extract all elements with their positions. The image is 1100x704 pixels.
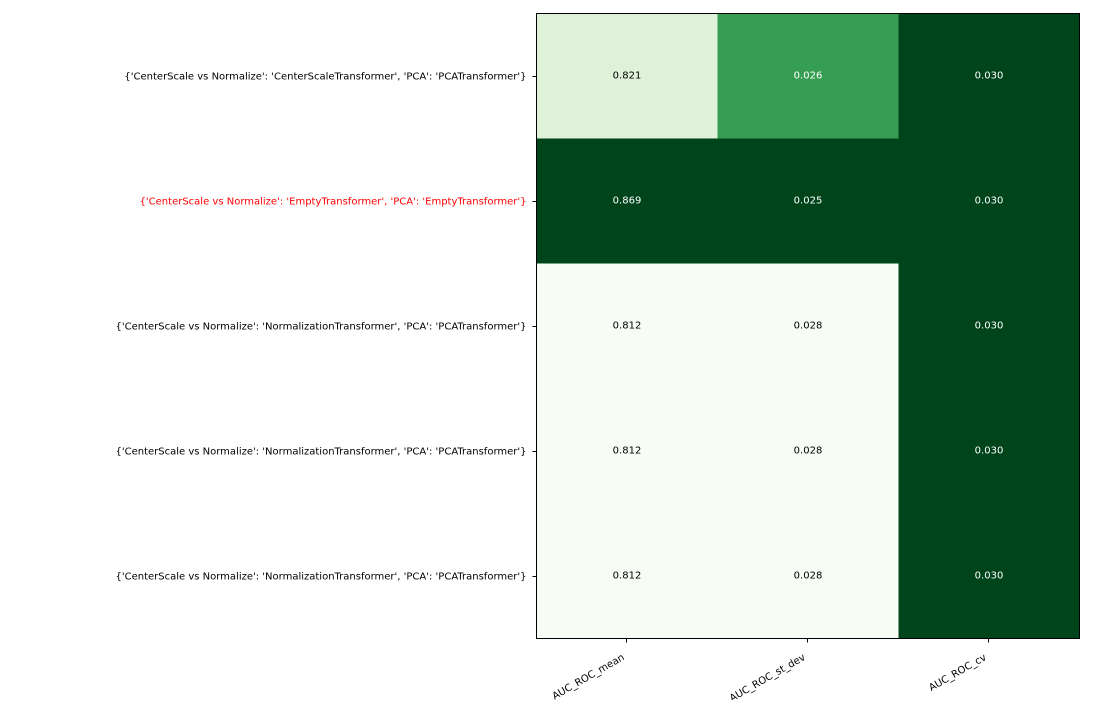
- cell-value-label: 0.812: [613, 321, 642, 332]
- row-label: {'CenterScale vs Normalize': 'Normalizat…: [115, 322, 526, 333]
- cell-value-label: 0.869: [613, 196, 642, 207]
- row-label-highlighted: {'CenterScale vs Normalize': 'EmptyTrans…: [140, 197, 527, 208]
- cell-value-label: 0.028: [794, 571, 823, 582]
- heatmap-cell: [536, 13, 718, 139]
- cell-value-label: 0.030: [975, 321, 1004, 332]
- cell-value-label: 0.028: [794, 446, 823, 457]
- cell-value-label: 0.030: [975, 446, 1004, 457]
- heatmap-cell: [898, 513, 1080, 639]
- cell-value-label: 0.030: [975, 71, 1004, 82]
- row-label: {'CenterScale vs Normalize': 'Normalizat…: [115, 447, 526, 458]
- heatmap-cell: [536, 513, 718, 639]
- heatmap-cell: [898, 138, 1080, 264]
- heatmap-cell: [898, 263, 1080, 389]
- row-label: {'CenterScale vs Normalize': 'CenterScal…: [124, 72, 526, 83]
- heatmap-cell: [717, 138, 899, 264]
- column-label: AUC_ROC_st_dev: [728, 652, 808, 700]
- heatmap-cell: [717, 13, 899, 139]
- row-label: {'CenterScale vs Normalize': 'Normalizat…: [115, 572, 526, 583]
- heatmap-cell: [717, 513, 899, 639]
- cell-value-label: 0.030: [975, 571, 1004, 582]
- cell-value-label: 0.025: [794, 196, 823, 207]
- heatmap-cell: [717, 263, 899, 389]
- cell-value-label: 0.821: [613, 71, 642, 82]
- cell-value-label: 0.812: [613, 446, 642, 457]
- heatmap-cell: [898, 13, 1080, 139]
- cell-value-label: 0.812: [613, 571, 642, 582]
- heatmap-cell: [536, 388, 718, 514]
- heatmap-cell: [717, 388, 899, 514]
- cell-value-label: 0.026: [794, 71, 823, 82]
- column-label: AUC_ROC_cv: [927, 652, 988, 694]
- column-label: AUC_ROC_mean: [551, 652, 627, 700]
- heatmap-cell: [536, 263, 718, 389]
- cell-value-label: 0.030: [975, 196, 1004, 207]
- heatmap-cell: [898, 388, 1080, 514]
- heatmap-cell: [536, 138, 718, 264]
- cell-value-label: 0.028: [794, 321, 823, 332]
